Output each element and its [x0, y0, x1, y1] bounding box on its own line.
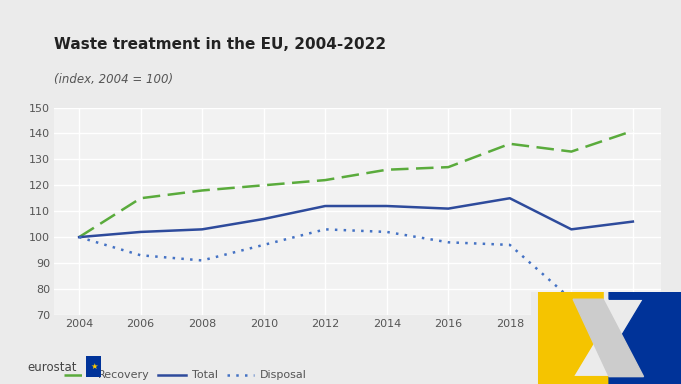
Polygon shape: [539, 292, 609, 384]
Polygon shape: [539, 292, 573, 384]
Legend: Recovery, Total, Disposal: Recovery, Total, Disposal: [60, 366, 311, 384]
Text: ★: ★: [90, 362, 98, 371]
Text: (index, 2004 = 100): (index, 2004 = 100): [54, 73, 174, 86]
Text: Waste treatment in the EU, 2004-2022: Waste treatment in the EU, 2004-2022: [54, 37, 387, 52]
Polygon shape: [573, 299, 644, 377]
Text: eurostat: eurostat: [27, 361, 77, 374]
Polygon shape: [609, 292, 681, 384]
